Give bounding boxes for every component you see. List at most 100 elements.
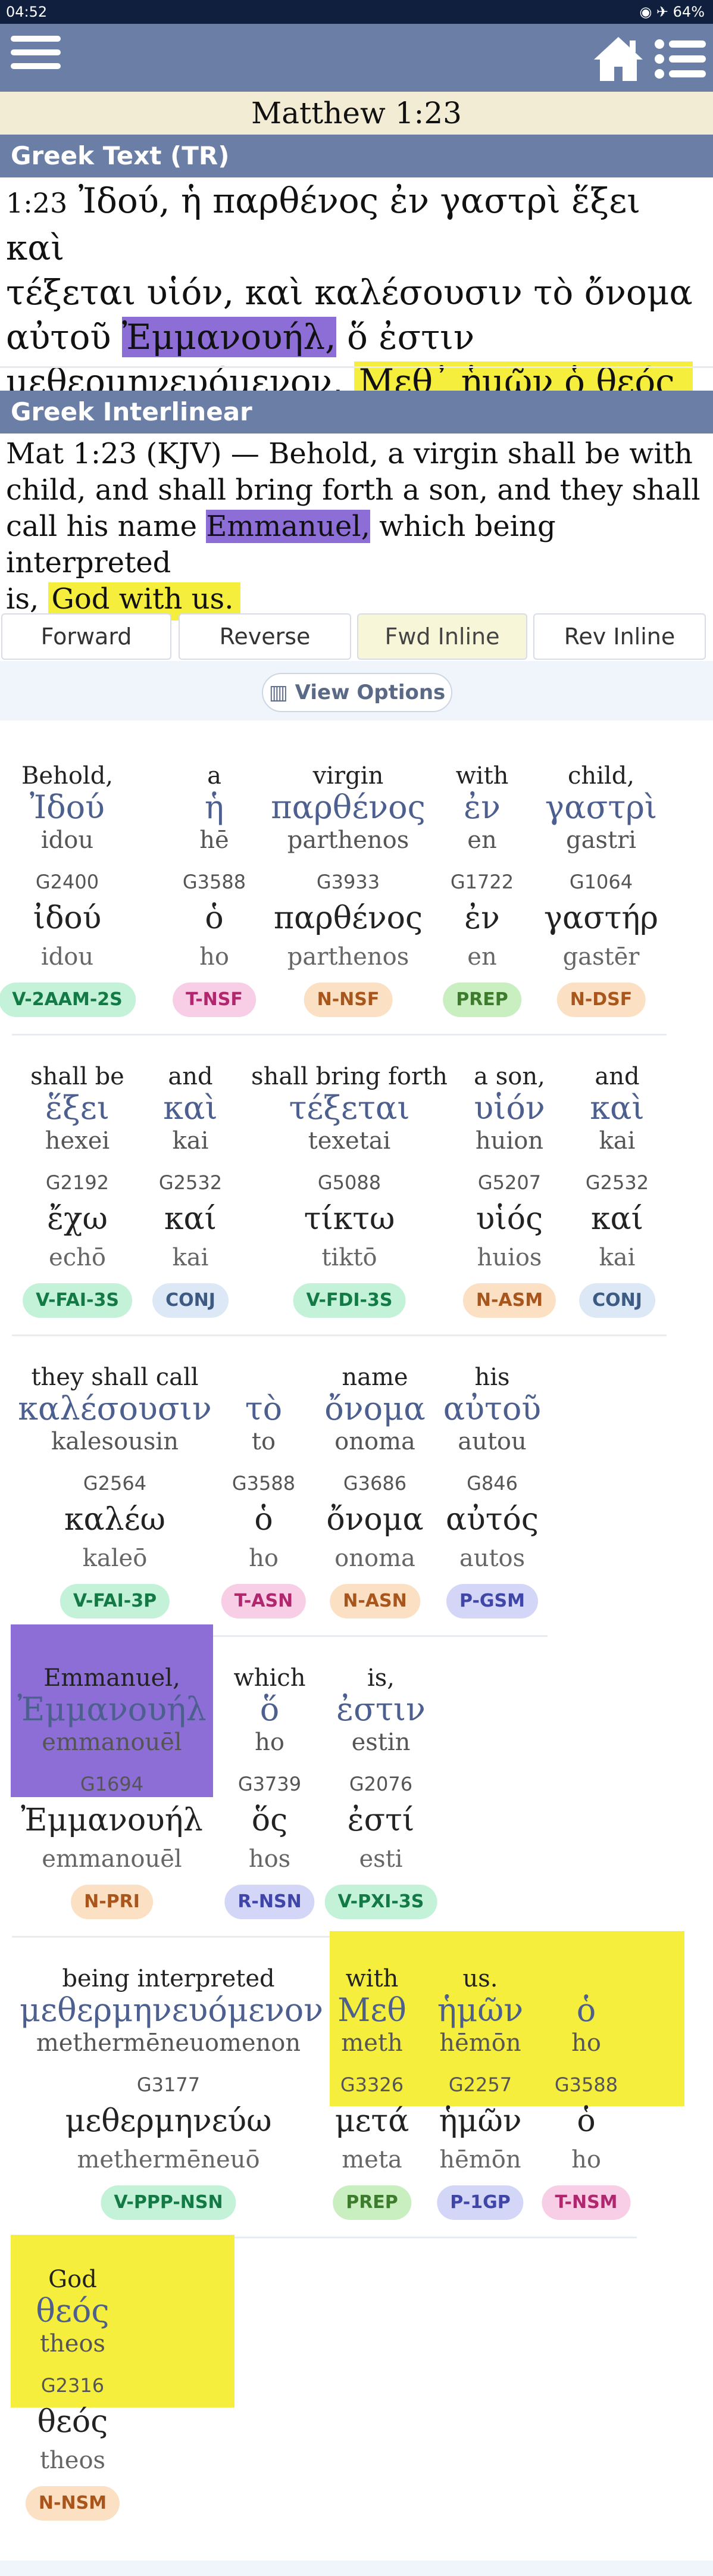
word-greek: ἐστιν	[336, 1691, 426, 1728]
morphology-badge[interactable]: V-PPP-NSN	[101, 2185, 236, 2220]
word-lexeme-transliteration: kaleō	[82, 1545, 148, 1572]
word-strongs[interactable]: G2564	[83, 1472, 147, 1495]
morphology-badge[interactable]: N-ASM	[462, 1283, 556, 1318]
word-transliteration: texetai	[308, 1127, 391, 1155]
word-transliteration: hē	[199, 827, 229, 854]
tab-fwd-inline[interactable]: Fwd Inline	[357, 613, 527, 660]
interlinear-word[interactable]: child, γαστρὶ gastri G1064 γαστήρ gastēr N-DSF	[536, 762, 667, 1042]
morphology-badge[interactable]: V-FAI-3P	[60, 1584, 170, 1618]
interlinear-word[interactable]: being interpreted μεθερμηνευόμενον metherm…	[20, 1965, 323, 2245]
wifi-icon: ◉	[639, 4, 652, 20]
word-transliteration: ho	[255, 1729, 284, 1756]
morphology-badge[interactable]: N-ASN	[330, 1584, 420, 1618]
word-strongs[interactable]: G2532	[158, 1171, 223, 1194]
tab-forward[interactable]: Forward	[1, 613, 171, 660]
word-lexeme-transliteration: ho	[571, 2146, 601, 2173]
word-lexeme-transliteration: en	[467, 943, 497, 971]
interlinear-word[interactable]: a son, υἱόν huion G5207 υἱός huios N-ASM	[462, 1063, 556, 1343]
highlight-emmanuel[interactable]: Ἐμμανουήλ,	[122, 317, 336, 357]
interlinear-word[interactable]: God θεός theos G2316 θεός theos N-NSM	[19, 2266, 126, 2546]
highlight-emmanuel-kjv[interactable]: Emmanuel,	[206, 510, 370, 543]
word-strongs[interactable]: G3686	[343, 1472, 407, 1495]
interlinear-word[interactable]: they shall call καλέσουσιν kalesousin G2564…	[8, 1364, 222, 1643]
book-icon: ▥	[268, 681, 288, 704]
interlinear-word[interactable]: ὁ ho G3588 ὁ ho T-NSM	[542, 1965, 631, 2245]
word-greek: ὁ	[576, 1991, 596, 2029]
interlinear-word[interactable]: virgin παρθένος parthenos G3933 παρθένος part…	[271, 762, 426, 1042]
view-options-button[interactable]: ▥ View Options	[262, 673, 452, 712]
interlinear-word[interactable]: shall bring forth τέξεται texetai G5088 τίκτ…	[251, 1063, 448, 1343]
morphology-badge[interactable]: T-ASN	[221, 1584, 307, 1618]
morphology-badge[interactable]: V-2AAM-2S	[0, 983, 136, 1017]
highlight-god-with-us-kjv[interactable]: God with us.	[48, 582, 241, 620]
word-strongs[interactable]: G846	[467, 1472, 518, 1495]
menu-icon[interactable]	[11, 36, 61, 79]
word-strongs[interactable]: G2192	[45, 1171, 110, 1194]
morphology-badge[interactable]: N-PRI	[71, 1885, 153, 1919]
row-divider	[12, 1635, 548, 1637]
morphology-badge[interactable]: CONJ	[152, 1283, 229, 1318]
interlinear-word[interactable]: name ὄνομα onoma G3686 ὄνομα onoma N-ASN	[318, 1364, 431, 1643]
word-strongs[interactable]: G2076	[349, 1773, 413, 1795]
word-strongs[interactable]: G5207	[477, 1171, 542, 1194]
word-strongs[interactable]: G2257	[448, 2073, 512, 2096]
word-strongs[interactable]: G3588	[182, 871, 246, 893]
morphology-badge[interactable]: V-FDI-3S	[293, 1283, 406, 1318]
word-strongs[interactable]: G3588	[554, 2073, 618, 2096]
word-strongs[interactable]: G2400	[35, 871, 99, 893]
interlinear-word[interactable]: a ἡ hē G3588 ὁ ho T-NSF	[173, 762, 256, 1042]
highlight-box-emmanuel	[11, 1624, 213, 1797]
word-strongs[interactable]: G3177	[136, 2073, 201, 2096]
word-strongs[interactable]: G5088	[317, 1171, 381, 1194]
interlinear-word[interactable]: Emmanuel, Ἐμμανουήλ emmanouēl G1694 Ἐμμανουή…	[11, 1664, 213, 1944]
morphology-badge[interactable]: CONJ	[579, 1283, 655, 1318]
home-icon[interactable]	[592, 35, 645, 83]
list-icon[interactable]	[653, 37, 707, 81]
word-strongs[interactable]: G3588	[232, 1472, 296, 1495]
morphology-badge[interactable]: N-NSM	[25, 2486, 120, 2521]
interlinear-word[interactable]: τὸ to G3588 ὁ ho T-ASN	[221, 1364, 307, 1643]
morphology-badge[interactable]: T-NSM	[542, 2185, 631, 2220]
word-lexeme-transliteration: ho	[199, 943, 229, 971]
morphology-badge[interactable]: PREP	[333, 2185, 411, 2220]
word-lexeme-transliteration: tiktō	[321, 1244, 377, 1271]
word-english: which	[233, 1664, 306, 1692]
word-strongs[interactable]: G2532	[585, 1171, 649, 1194]
word-strongs[interactable]: G1694	[80, 1773, 144, 1795]
interlinear-word[interactable]: Behold, Ἰδού idou G2400 ἰδού idou V-2AAM-2S	[0, 762, 136, 1042]
morphology-badge[interactable]: P-GSM	[446, 1584, 538, 1618]
interlinear-word[interactable]: with ἐν en G1722 ἐν en PREP	[443, 762, 521, 1042]
morphology-badge[interactable]: R-NSN	[224, 1885, 315, 1919]
word-greek: παρθένος	[271, 788, 426, 826]
word-strongs[interactable]: G3739	[237, 1773, 302, 1795]
morphology-badge[interactable]: V-FAI-3S	[23, 1283, 132, 1318]
interlinear-word[interactable]: which ὅ ho G3739 ὅς hos R-NSN	[224, 1664, 315, 1944]
interlinear-word[interactable]: and καὶ kai G2532 καί kai CONJ	[578, 1063, 656, 1343]
interlinear-word[interactable]: is, ἐστιν estin G2076 ἐστί esti V-PXI-3S	[324, 1664, 437, 1944]
morphology-badge[interactable]: PREP	[443, 983, 521, 1017]
word-strongs[interactable]: G3326	[340, 2073, 404, 2096]
interlinear-word[interactable]: his αὐτοῦ autou G846 αὐτός autos P-GSM	[439, 1364, 546, 1643]
morphology-badge[interactable]: P-1GP	[437, 2185, 524, 2220]
greek-interlinear-header: Greek Interlinear	[0, 391, 713, 434]
interlinear-word[interactable]: with Μεθ meth G3326 μετά meta PREP	[330, 1965, 414, 2245]
morphology-badge[interactable]: N-DSF	[556, 983, 646, 1017]
morphology-badge[interactable]: V-PXI-3S	[324, 1885, 437, 1919]
interlinear-word[interactable]: and καὶ kai G2532 καί kai CONJ	[152, 1063, 229, 1343]
interlinear-word[interactable]: shall be ἕξει hexei G2192 ἔχω echō V-FAI-3S	[12, 1063, 143, 1343]
word-strongs[interactable]: G1064	[569, 871, 633, 893]
word-strongs[interactable]: G3933	[316, 871, 380, 893]
word-lexeme-transliteration: gastēr	[562, 943, 640, 971]
tab-rev-inline[interactable]: Rev Inline	[533, 613, 706, 660]
morphology-badge[interactable]: N-NSF	[304, 983, 393, 1017]
morphology-badge[interactable]: T-NSF	[173, 983, 256, 1017]
interlinear-word[interactable]: us. ἡμῶν hēmōn G2257 ἡμῶν hēmōn P-1GP	[436, 1965, 525, 2245]
word-strongs[interactable]: G1722	[450, 871, 514, 893]
word-lexeme: ἐστί	[347, 1802, 415, 1838]
word-transliteration: huion	[475, 1127, 544, 1155]
kjv-line: child, and shall bring forth a son, and …	[6, 473, 701, 507]
word-transliteration: methermēneuomenon	[36, 2029, 301, 2057]
word-strongs[interactable]: G2316	[40, 2374, 105, 2397]
tab-reverse[interactable]: Reverse	[179, 613, 351, 660]
word-english: with	[345, 1965, 399, 1992]
